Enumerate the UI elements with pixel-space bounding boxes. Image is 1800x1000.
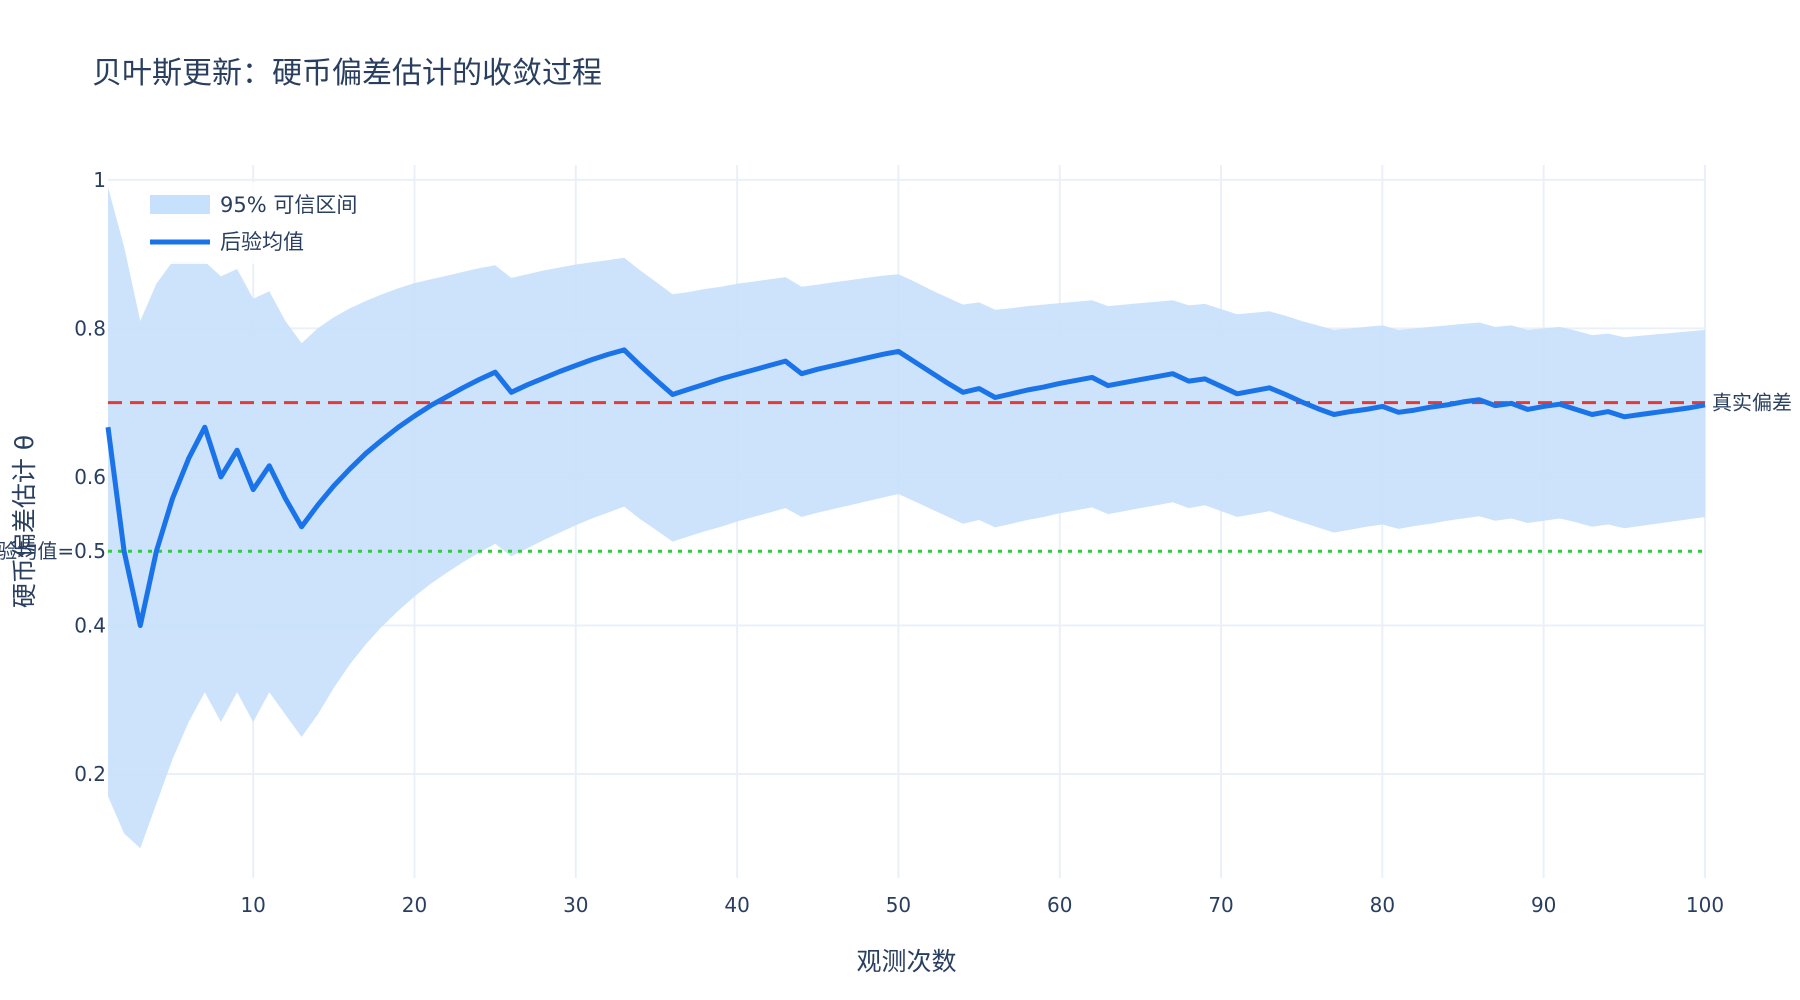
y-tick-label: 0.4: [74, 613, 106, 637]
y-axis-ticks: 0.2 0.4 0.6 0.8 1: [74, 168, 106, 786]
posterior-mean-series: [105, 347, 1706, 628]
x-axis-title: 观测次数: [856, 947, 956, 976]
legend-item-credible-interval[interactable]: 95% 可信区间: [150, 193, 357, 217]
legend-label: 95% 可信区间: [220, 193, 357, 217]
y-tick-label: 0.6: [74, 465, 106, 489]
x-tick-label: 30: [563, 893, 588, 917]
x-tick-label: 10: [240, 893, 265, 917]
x-axis-ticks: 10 20 30 40 50 60 70 80 90 100: [240, 893, 1724, 917]
x-tick-label: 100: [1686, 893, 1724, 917]
chart-title: 贝叶斯更新：硬币偏差估计的收敛过程: [92, 56, 602, 91]
x-tick-label: 40: [724, 893, 749, 917]
x-tick-label: 60: [1047, 893, 1072, 917]
credible-interval-area: [108, 187, 1705, 849]
reference-lines: [108, 401, 1705, 553]
credible-interval-band: [108, 187, 1705, 849]
legend-item-posterior-mean[interactable]: 后验均值: [150, 230, 304, 254]
x-tick-label: 70: [1208, 893, 1233, 917]
x-tick-label: 20: [402, 893, 427, 917]
y-tick-label: 0.8: [74, 316, 106, 340]
x-tick-label: 80: [1370, 893, 1395, 917]
annotations: 真实偏差先验均值=0.5: [0, 391, 1792, 564]
true-bias-label: 真实偏差: [1712, 391, 1792, 415]
x-tick-label: 90: [1531, 893, 1556, 917]
posterior-mean-line: [105, 347, 1706, 628]
y-tick-label: 1: [93, 168, 106, 192]
y-axis-title: 硬币偏差估计 θ: [10, 435, 39, 608]
x-tick-label: 50: [886, 893, 911, 917]
legend-label: 后验均值: [220, 230, 304, 254]
legend-swatch-band: [150, 195, 210, 214]
y-tick-label: 0.2: [74, 762, 106, 786]
prior-mean-label: 先验均值=0.5: [0, 539, 106, 563]
